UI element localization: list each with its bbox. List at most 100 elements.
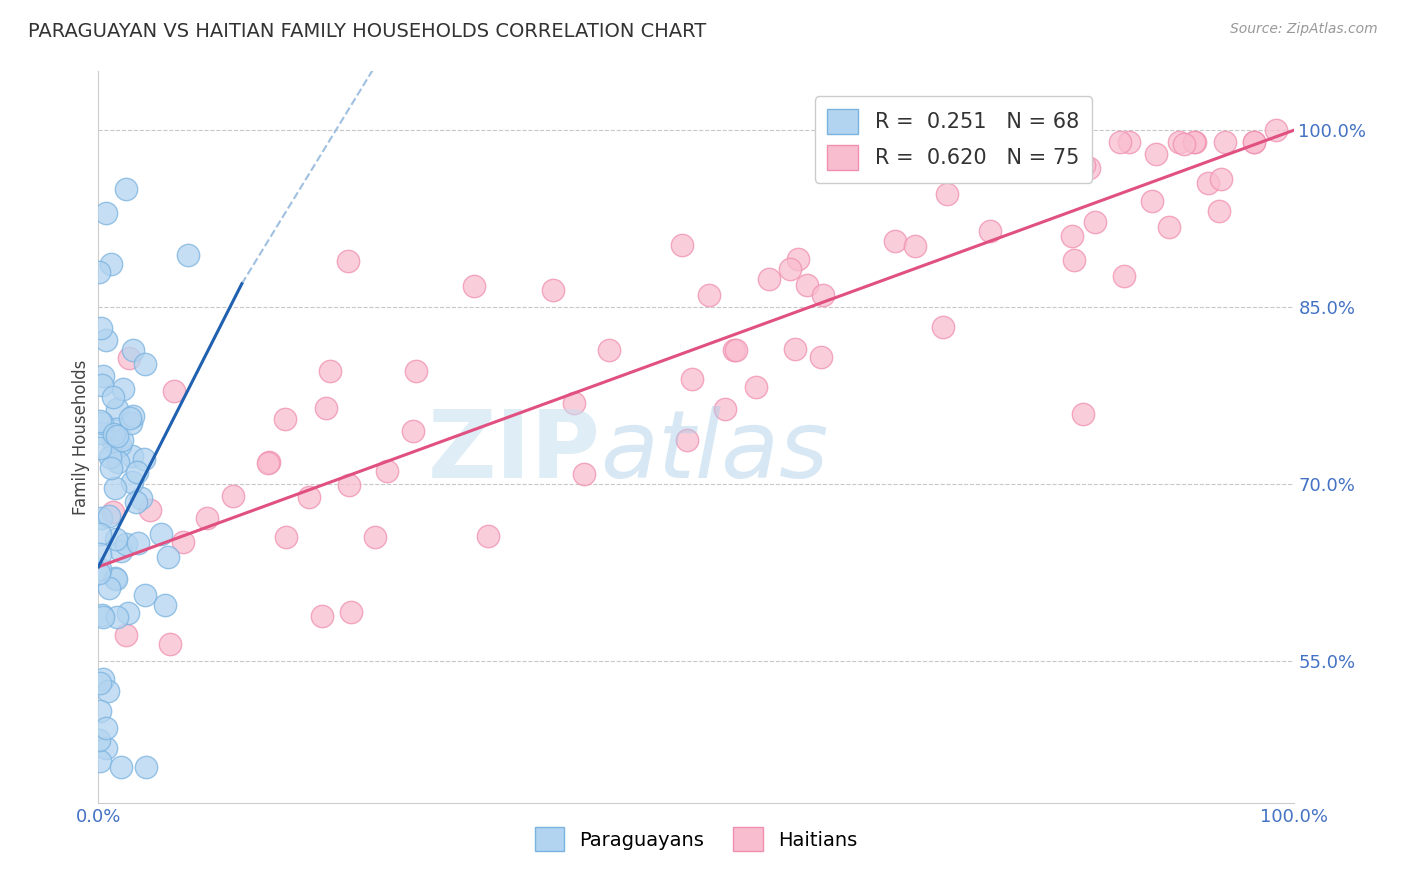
Point xyxy=(121,343,143,357)
Point xyxy=(91,672,114,686)
Point xyxy=(94,333,117,347)
Point xyxy=(714,401,737,416)
Point xyxy=(725,343,748,357)
Point xyxy=(562,396,585,410)
Point xyxy=(114,182,136,196)
Point xyxy=(935,186,957,201)
Point xyxy=(319,364,342,378)
Point xyxy=(1114,269,1136,284)
Point xyxy=(572,467,595,481)
Point xyxy=(1140,194,1163,208)
Point xyxy=(134,588,156,602)
Point xyxy=(172,535,194,549)
Point xyxy=(90,425,112,440)
Point xyxy=(1084,215,1107,229)
Point xyxy=(256,456,278,470)
Point xyxy=(1108,135,1130,149)
Point xyxy=(195,511,218,525)
Point xyxy=(298,491,321,505)
Point xyxy=(783,342,806,356)
Point xyxy=(101,434,124,449)
Point xyxy=(1243,135,1265,149)
Y-axis label: Family Households: Family Households xyxy=(72,359,90,515)
Point xyxy=(274,412,297,426)
Point xyxy=(104,572,127,586)
Point xyxy=(311,609,333,624)
Point xyxy=(115,627,138,641)
Point xyxy=(90,321,112,335)
Point xyxy=(337,478,360,492)
Point xyxy=(1173,137,1195,152)
Point xyxy=(150,526,173,541)
Legend: Paraguayans, Haitians: Paraguayans, Haitians xyxy=(527,820,865,859)
Text: Source: ZipAtlas.com: Source: ZipAtlas.com xyxy=(1230,22,1378,37)
Point xyxy=(98,450,121,464)
Point xyxy=(1264,123,1286,137)
Point xyxy=(89,675,111,690)
Point xyxy=(118,410,141,425)
Point xyxy=(90,378,112,392)
Point xyxy=(110,760,132,774)
Point xyxy=(138,503,160,517)
Point xyxy=(91,368,114,383)
Point xyxy=(91,609,114,624)
Point xyxy=(163,384,186,398)
Point xyxy=(110,433,132,447)
Point xyxy=(105,422,128,436)
Point xyxy=(157,549,180,564)
Point xyxy=(1243,135,1265,149)
Point xyxy=(121,475,143,489)
Point xyxy=(779,261,801,276)
Point xyxy=(598,343,620,358)
Point xyxy=(117,606,139,620)
Point xyxy=(98,581,121,595)
Point xyxy=(758,272,780,286)
Point xyxy=(114,537,136,551)
Point xyxy=(811,287,834,301)
Point xyxy=(884,234,907,248)
Point xyxy=(979,223,1001,237)
Point xyxy=(681,372,703,386)
Point xyxy=(98,508,121,523)
Point xyxy=(94,741,117,756)
Point xyxy=(1213,135,1236,149)
Point xyxy=(943,135,966,149)
Point xyxy=(105,401,128,416)
Point xyxy=(1071,408,1094,422)
Point xyxy=(786,252,808,266)
Point xyxy=(91,608,114,623)
Point xyxy=(104,572,127,586)
Point xyxy=(1197,177,1219,191)
Point xyxy=(103,426,125,441)
Point xyxy=(810,350,832,364)
Point xyxy=(928,146,950,161)
Point xyxy=(541,283,564,297)
Point xyxy=(159,636,181,650)
Point xyxy=(134,357,156,371)
Point xyxy=(89,733,111,747)
Point xyxy=(1209,171,1232,186)
Text: ZIP: ZIP xyxy=(427,406,600,498)
Point xyxy=(315,401,337,415)
Point xyxy=(100,460,122,475)
Point xyxy=(153,598,176,612)
Point xyxy=(105,609,128,624)
Point xyxy=(1077,161,1099,175)
Point xyxy=(89,526,111,541)
Point xyxy=(89,414,111,428)
Point xyxy=(89,441,111,455)
Point xyxy=(274,530,297,544)
Point xyxy=(336,253,359,268)
Point xyxy=(89,754,111,768)
Point xyxy=(89,547,111,561)
Point xyxy=(904,239,927,253)
Point xyxy=(105,532,128,546)
Point xyxy=(94,721,117,735)
Point xyxy=(1208,203,1230,218)
Point xyxy=(1144,146,1167,161)
Point xyxy=(1168,135,1191,149)
Point xyxy=(111,383,134,397)
Text: PARAGUAYAN VS HAITIAN FAMILY HOUSEHOLDS CORRELATION CHART: PARAGUAYAN VS HAITIAN FAMILY HOUSEHOLDS … xyxy=(28,22,706,41)
Point xyxy=(89,562,111,576)
Point xyxy=(697,288,720,302)
